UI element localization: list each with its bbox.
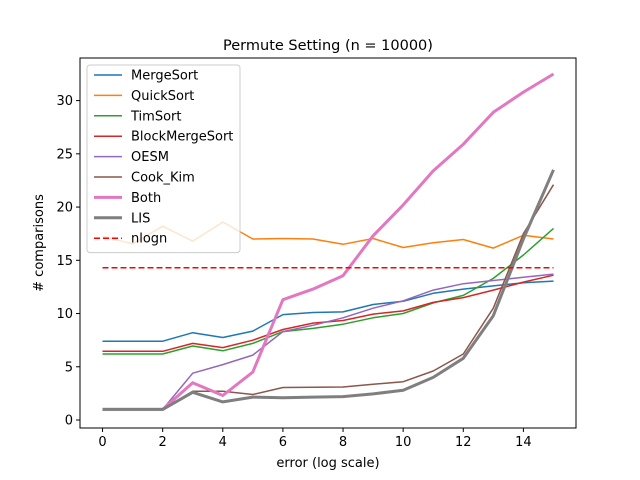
y-tick-label: 25: [56, 147, 73, 162]
x-tick-label: 4: [219, 435, 227, 450]
legend-label: LIS: [131, 211, 150, 226]
series-line-mergesort: [102, 280, 554, 342]
x-tick-label: 14: [515, 435, 532, 450]
series-line-both: [102, 72, 555, 411]
x-tick-label: 0: [98, 435, 106, 450]
y-axis: 0 5 10 15 20 25 30: [56, 94, 80, 429]
legend-label: MergeSort: [131, 69, 198, 84]
legend-label: Both: [131, 191, 161, 206]
legend-box: [86, 64, 241, 254]
y-tick-label: 5: [65, 360, 73, 375]
legend-label: TimSort: [130, 109, 181, 124]
x-axis: 0 2 4 6 8 10 12 14: [98, 428, 532, 450]
series-line-oesm: [102, 273, 554, 411]
y-tick-label: 0: [65, 414, 73, 429]
y-tick-label: 15: [56, 254, 73, 269]
chart-title: Permute Setting (n = 10000): [223, 38, 433, 54]
y-tick-label: 20: [56, 201, 73, 216]
legend-label: nlogn: [131, 232, 167, 247]
legend-label: QuickSort: [131, 89, 194, 104]
legend-label: Cook_Kim: [131, 171, 195, 186]
legend-label: OESM: [131, 150, 169, 165]
series-line-lis: [102, 169, 555, 411]
y-tick-label: 10: [56, 307, 73, 322]
x-tick-label: 10: [395, 435, 412, 450]
y-tick-label: 30: [56, 94, 73, 109]
x-tick-label: 2: [159, 435, 167, 450]
legend: MergeSort QuickSort TimSort BlockMergeSort O…: [86, 64, 241, 254]
x-tick-label: 8: [339, 435, 347, 450]
series-line-timsort: [102, 227, 554, 355]
legend-label: BlockMergeSort: [131, 130, 233, 145]
plot-frame: [79, 57, 577, 429]
x-axis-label: error (log scale): [276, 456, 379, 471]
y-axis-label: # comparisons: [32, 194, 47, 292]
x-tick-label: 12: [455, 435, 472, 450]
x-tick-label: 6: [279, 435, 287, 450]
